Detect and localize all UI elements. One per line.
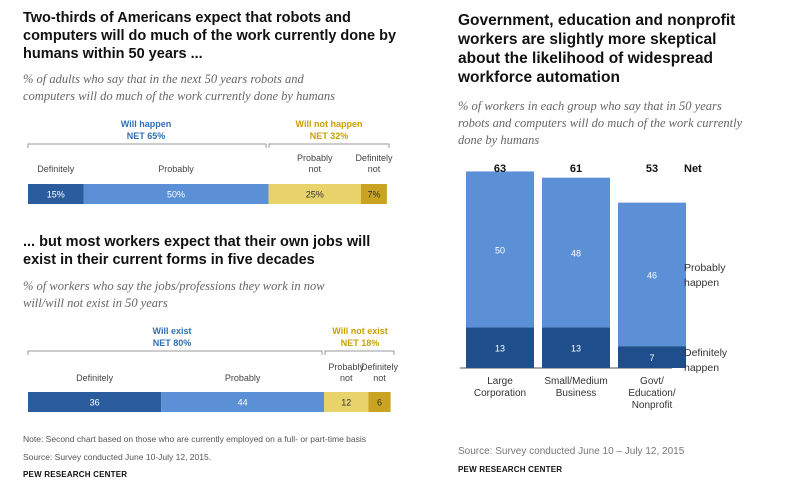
- column-probably-value-3: 46: [647, 270, 657, 280]
- chart1-category-1: Definitely: [37, 164, 75, 174]
- chart2-category-2: Probably: [225, 373, 261, 383]
- chart2-net-will-value: NET 80%: [153, 338, 192, 348]
- chart2-segment-4: [368, 392, 391, 412]
- column-net-2: 61: [570, 163, 582, 175]
- right-legend: Probably happen Definitely happen: [684, 262, 728, 374]
- chart2-category-3-line2: not: [340, 373, 353, 383]
- column-probably-value-1: 50: [495, 245, 505, 255]
- chart2-net-will-label: Will exist: [153, 326, 192, 336]
- column-probably-2: [542, 177, 610, 328]
- column-label-1-line2: Corporation: [474, 388, 526, 399]
- column-label-1-line1: Large: [487, 376, 513, 387]
- column-label-3-line1: Govt/: [640, 376, 664, 387]
- column-definitely-1: [466, 327, 534, 368]
- chart1-category-4-line2: not: [368, 164, 381, 174]
- chart2-subtitle-line1: % of workers who say the jobs/profession…: [23, 279, 325, 293]
- column-probably-3: [618, 202, 686, 347]
- chart2-title-line1: ... but most workers expect that their o…: [23, 234, 370, 250]
- right-brand: PEW RESEARCH CENTER: [458, 465, 562, 474]
- right-subtitle-line1: % of workers in each group who say that …: [458, 99, 722, 113]
- chart1-net-wont-value: NET 32%: [310, 131, 349, 141]
- legend-definitely-line2: happen: [684, 362, 719, 374]
- right-subtitle-line2: robots and computers will do much of the…: [458, 116, 743, 130]
- chart1-value-1: 15%: [47, 190, 65, 200]
- chart1-value-3: 25%: [306, 190, 324, 200]
- chart2-value-4: 6: [377, 398, 382, 408]
- chart2-stacked-bar: 36Definitely44Probably12Probablynot6Defi…: [28, 362, 399, 412]
- left-source: Source: Survey conducted June 10-July 12…: [23, 452, 211, 462]
- left-note: Note: Second chart based on those who ar…: [23, 434, 366, 444]
- right-panel: Government, education and nonprofit work…: [457, 12, 743, 474]
- left-panel: Two-thirds of Americans expect that robo…: [23, 10, 399, 479]
- right-title-line2: workers are slightly more skeptical: [457, 31, 716, 48]
- chart1-value-4: 7%: [367, 190, 380, 200]
- chart2-subtitle-line2: will/will not exist in 50 years: [23, 296, 168, 310]
- chart1-stacked-bar: 15%Definitely50%Probably25%Probablynot7%…: [28, 153, 393, 204]
- column-definitely-value-3: 7: [649, 353, 654, 363]
- column-probably-value-2: 48: [571, 249, 581, 259]
- chart1-bracket-wont: [268, 143, 390, 148]
- right-title-line1: Government, education and nonprofit: [458, 12, 735, 29]
- chart1-net-wont: Will not happen NET 32%: [268, 119, 390, 148]
- chart2-bracket-will: [27, 350, 323, 355]
- column-net-3: 53: [646, 163, 658, 175]
- right-title-line3: about the likelihood of widespread: [458, 50, 713, 67]
- chart2-net-wont-value: NET 18%: [341, 338, 380, 348]
- chart1-segment-3: [268, 184, 361, 204]
- left-brand: PEW RESEARCH CENTER: [23, 470, 127, 479]
- chart2-segment-2: [161, 392, 324, 412]
- chart2-value-3: 12: [341, 398, 351, 408]
- column-definitely-value-2: 13: [571, 344, 581, 354]
- column-label-3-line2: Education/: [628, 388, 675, 399]
- chart1-title-line3: humans within 50 years ...: [23, 46, 203, 62]
- chart2-title-line2: exist in their current forms in five dec…: [23, 252, 315, 268]
- column-label-3-line3: Nonprofit: [632, 400, 673, 411]
- column-label-2-line1: Small/Medium: [544, 376, 607, 387]
- chart1-title-line2: computers will do much of the work curre…: [23, 28, 396, 44]
- chart1-category-3-line1: Probably: [297, 153, 333, 163]
- chart2-value-2: 44: [238, 398, 248, 408]
- chart2-segment-3: [324, 392, 369, 412]
- legend-probably-line1: Probably: [684, 262, 726, 274]
- chart2-net-wont-label: Will not exist: [332, 326, 387, 336]
- column-label-2-line2: Business: [556, 388, 597, 399]
- column-net-1: 63: [494, 163, 506, 175]
- chart1-net-will: Will happen NET 65%: [27, 119, 267, 148]
- column-definitely-2: [542, 327, 610, 368]
- chart2-category-1: Definitely: [76, 373, 114, 383]
- column-definitely-value-1: 13: [495, 344, 505, 354]
- chart2-net-wont: Will not exist NET 18%: [324, 326, 395, 355]
- chart1-category-3-line2: not: [308, 164, 321, 174]
- chart1-net-wont-label: Will not happen: [296, 119, 363, 129]
- chart1-segment-4: [361, 184, 387, 204]
- chart2-category-4-line2: not: [373, 373, 386, 383]
- chart1-title-line1: Two-thirds of Americans expect that robo…: [23, 10, 351, 26]
- chart1-value-2: 50%: [167, 190, 185, 200]
- chart1-segment-2: [83, 184, 269, 204]
- chart2-category-3-line1: Probably: [328, 362, 364, 372]
- right-source: Source: Survey conducted June 10 – July …: [458, 446, 685, 457]
- chart1-category-2: Probably: [158, 164, 194, 174]
- chart1-bracket-will: [27, 143, 267, 148]
- right-net-label: Net: [684, 163, 702, 175]
- chart2-net-will: Will exist NET 80%: [27, 326, 323, 355]
- column-probably-1: [466, 171, 534, 328]
- chart1-subtitle-line2: computers will do much of the work curre…: [23, 89, 335, 103]
- chart2-segment-1: [28, 392, 162, 412]
- chart2-category-4-line1: Definitely: [361, 362, 399, 372]
- right-subtitle-line3: done by humans: [458, 133, 539, 147]
- chart2-bracket-wont: [324, 350, 395, 355]
- chart1-category-4-line1: Definitely: [355, 153, 393, 163]
- chart1-net-will-label: Will happen: [121, 119, 171, 129]
- legend-definitely-line1: Definitely: [684, 347, 728, 359]
- chart1-subtitle-line1: % of adults who say that in the next 50 …: [23, 72, 305, 86]
- legend-probably-line2: happen: [684, 277, 719, 289]
- chart1-net-will-value: NET 65%: [127, 131, 166, 141]
- chart1-segment-1: [28, 184, 84, 204]
- column-definitely-3: [618, 346, 686, 368]
- right-title-line4: workforce automation: [457, 69, 620, 86]
- chart2-value-1: 36: [90, 398, 100, 408]
